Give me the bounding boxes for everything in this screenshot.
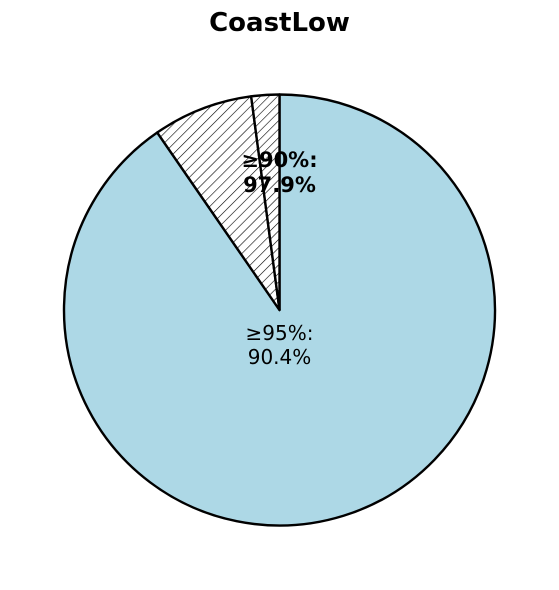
chart-title: CoastLow [209,8,350,38]
pie-slice-3 [249,93,281,312]
slice-label-95: ≥95%: 90.4% [246,321,314,369]
pie-slices [62,93,497,527]
pie-labels: ≥95%: 90.4% ≥90%: 97.9% [241,148,317,369]
slice-label-90: ≥90%: 97.9% [241,148,317,197]
pie-slice-2 [156,95,281,312]
